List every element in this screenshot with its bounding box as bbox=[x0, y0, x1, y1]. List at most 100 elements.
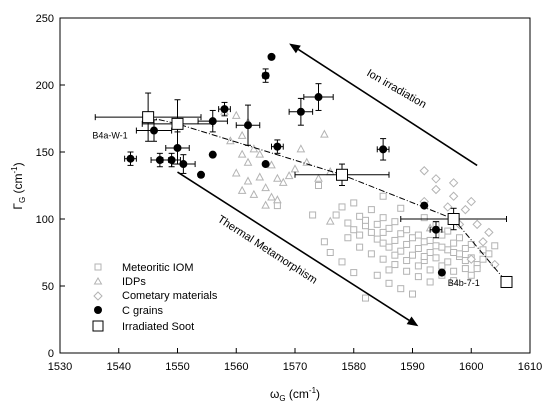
point-meteoritic-iom bbox=[391, 236, 399, 244]
point-meteoritic-iom bbox=[362, 294, 369, 302]
point-meteoritic-iom bbox=[450, 239, 458, 247]
point-meteoritic-iom bbox=[379, 255, 387, 263]
point-meteoritic-iom bbox=[456, 234, 463, 242]
point-cometary-materials bbox=[466, 254, 476, 264]
point-meteoritic-iom bbox=[385, 224, 393, 232]
point-idps bbox=[267, 160, 276, 169]
point-meteoritic-iom bbox=[479, 246, 487, 254]
point-irradiated-soot bbox=[336, 168, 348, 181]
point-c-grains bbox=[273, 142, 282, 151]
point-c-grains bbox=[179, 160, 188, 169]
point-idps bbox=[243, 157, 253, 166]
point-idps bbox=[267, 192, 276, 201]
x-axis-ticks: 1530 1540 1550 1560 1570 1580 1590 1600 1610 bbox=[48, 348, 542, 373]
point-irradiated-soot bbox=[142, 111, 155, 124]
point-cometary-materials bbox=[484, 227, 494, 238]
point-idps bbox=[255, 149, 265, 158]
legend-label-idps: IDPs bbox=[122, 276, 146, 288]
point-idps bbox=[273, 195, 282, 204]
y-tick-label: 100 bbox=[36, 214, 54, 226]
point-meteoritic-iom bbox=[373, 235, 381, 243]
point-irradiated-soot bbox=[171, 117, 184, 130]
point-irradiated-soot bbox=[447, 213, 460, 225]
x-tick-label: 1550 bbox=[165, 361, 189, 373]
point-idps bbox=[296, 144, 306, 153]
y-axis-label: ΓG (cm-1) bbox=[10, 162, 27, 209]
point-meteoritic-iom bbox=[385, 279, 393, 287]
point-meteoritic-iom bbox=[373, 220, 381, 228]
point-meteoritic-iom bbox=[397, 285, 405, 293]
point-idps bbox=[255, 172, 265, 181]
y-axis-label-unit: (cm bbox=[11, 173, 25, 196]
x-tick-label: 1580 bbox=[342, 361, 366, 373]
point-cometary-materials bbox=[460, 204, 471, 215]
x-axis-label: ωG (cm-1) bbox=[270, 386, 320, 403]
arrow-ion-irradiation-line bbox=[297, 48, 478, 167]
point-idps bbox=[302, 157, 312, 166]
y-tick-label: 200 bbox=[36, 80, 54, 92]
legend-marker-c-grains bbox=[94, 306, 102, 314]
point-meteoritic-iom bbox=[338, 258, 346, 266]
point-c-grains bbox=[150, 126, 158, 135]
point-meteoritic-iom bbox=[409, 234, 416, 242]
x-tick-label: 1570 bbox=[283, 361, 307, 373]
point-cometary-materials bbox=[431, 184, 441, 195]
point-c-grains bbox=[126, 154, 135, 163]
y-axis-label-close: ) bbox=[11, 162, 25, 166]
point-meteoritic-iom bbox=[420, 214, 428, 222]
point-idps bbox=[249, 189, 259, 198]
legend-marker-irradiated-soot bbox=[92, 320, 104, 332]
point-c-grains bbox=[155, 156, 164, 165]
point-meteoritic-iom bbox=[426, 249, 434, 256]
x-tick-label: 1610 bbox=[518, 361, 542, 373]
arrow-ion-irradiation-head bbox=[289, 43, 301, 54]
point-meteoritic-iom bbox=[432, 242, 440, 250]
x-tick-label: 1560 bbox=[224, 361, 248, 373]
y-axis-ticks: 0 50 100 150 200 250 bbox=[36, 13, 65, 360]
point-meteoritic-iom bbox=[379, 214, 387, 222]
point-meteoritic-iom bbox=[403, 257, 411, 265]
point-meteoritic-iom bbox=[350, 199, 358, 207]
point-idps bbox=[284, 171, 294, 180]
legend-label-irradiated-soot: Irradiated Soot bbox=[122, 321, 194, 333]
legend: Meteoritic IOM IDPs Cometary materials C… bbox=[92, 262, 218, 333]
point-meteoritic-iom bbox=[356, 231, 364, 239]
point-meteoritic-iom bbox=[320, 238, 328, 246]
point-meteoritic-iom bbox=[367, 250, 375, 258]
point-meteoritic-iom bbox=[391, 218, 399, 226]
point-meteoritic-iom bbox=[338, 203, 346, 211]
y-tick-label: 0 bbox=[48, 348, 54, 360]
annotation-b4a-w-1: B4a-W-1 bbox=[92, 131, 127, 141]
point-idps bbox=[290, 164, 300, 173]
x-tick-label: 1530 bbox=[48, 361, 72, 373]
point-meteoritic-iom bbox=[315, 182, 322, 189]
point-idps bbox=[249, 144, 259, 153]
x-axis-label-symbol: ω bbox=[270, 387, 279, 401]
plot-marks bbox=[94, 52, 513, 302]
point-c-grains bbox=[220, 105, 229, 114]
point-meteoritic-iom bbox=[397, 247, 405, 255]
point-meteoritic-iom bbox=[438, 243, 446, 251]
point-meteoritic-iom bbox=[362, 216, 369, 224]
y-tick-label: 150 bbox=[36, 147, 54, 159]
point-meteoritic-iom bbox=[420, 238, 428, 246]
x-axis-label-sub: G bbox=[279, 394, 285, 403]
point-meteoritic-iom bbox=[356, 243, 364, 251]
point-irradiated-soot bbox=[500, 275, 513, 288]
point-c-grains bbox=[261, 71, 270, 80]
point-meteoritic-iom bbox=[461, 265, 469, 273]
point-cometary-materials bbox=[448, 178, 459, 188]
arrow-thermal-metamorphism-line bbox=[177, 171, 410, 321]
x-axis-label-close: ) bbox=[316, 387, 320, 401]
point-meteoritic-iom bbox=[414, 244, 422, 252]
point-meteoritic-iom bbox=[391, 251, 399, 259]
point-meteoritic-iom bbox=[403, 267, 411, 275]
point-meteoritic-iom bbox=[367, 228, 375, 236]
point-meteoritic-iom bbox=[444, 227, 452, 235]
x-tick-label: 1590 bbox=[400, 361, 424, 373]
legend-marker-meteoritic-iom bbox=[94, 263, 102, 271]
point-meteoritic-iom bbox=[379, 228, 387, 236]
point-c-grains bbox=[314, 93, 323, 102]
point-cometary-materials bbox=[466, 196, 476, 207]
